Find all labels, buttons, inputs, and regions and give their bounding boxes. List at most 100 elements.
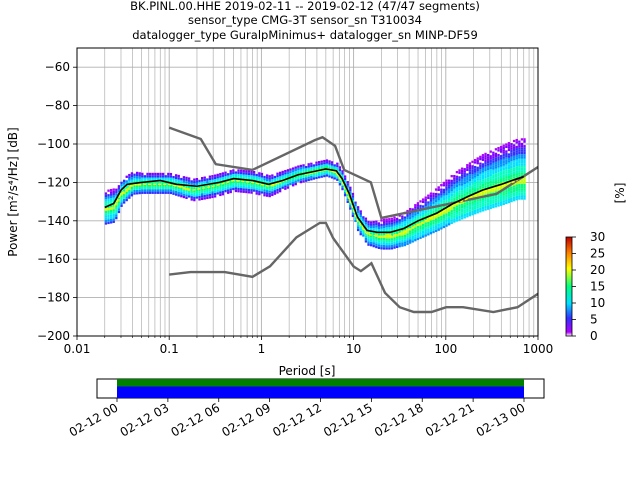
psd-bin: [481, 165, 485, 168]
psd-bin: [492, 176, 495, 179]
psd-bin: [466, 205, 469, 209]
psd-bin: [213, 176, 217, 180]
psd-bin: [385, 236, 388, 239]
psd-bin: [143, 175, 147, 178]
psd-bin: [463, 197, 466, 201]
psd-bin: [505, 159, 508, 163]
psd-bin: [471, 201, 474, 204]
psd-bin: [380, 223, 383, 227]
psd-bin: [520, 197, 524, 200]
psd-bin: [125, 180, 128, 183]
psd-bin: [330, 161, 334, 164]
psd-bin: [523, 140, 526, 143]
psd-bin: [211, 191, 214, 194]
psd-bin: [169, 172, 173, 176]
psd-bin: [515, 173, 518, 176]
psd-bin: [195, 187, 199, 190]
psd-bin: [164, 184, 167, 187]
psd-bin: [255, 183, 258, 186]
psd-bin: [398, 244, 401, 248]
psd-bin: [317, 167, 321, 170]
psd-bin: [419, 211, 422, 214]
psd-bin: [416, 228, 420, 231]
psd-bin: [450, 221, 453, 225]
psd-bin: [510, 193, 513, 196]
psd-bin: [323, 166, 326, 169]
psd-bin: [440, 193, 443, 196]
psd-bin: [481, 154, 485, 157]
psd-bin: [328, 166, 331, 169]
psd-bin: [515, 170, 518, 174]
psd-bin: [193, 187, 196, 190]
psd-bin: [460, 212, 464, 215]
psd-bin: [510, 197, 513, 200]
psd-bin: [406, 216, 409, 220]
psd-bin: [523, 197, 526, 200]
psd-bin: [364, 219, 368, 223]
psd-bin: [523, 190, 526, 193]
psd-bin: [440, 184, 443, 187]
psd-bin: [468, 199, 472, 203]
psd-bin: [265, 178, 269, 182]
psd-bin: [453, 197, 456, 201]
chart-title-line3: datalogger_type GuralpMinimus+ datalogge…: [132, 28, 478, 42]
psd-bin: [174, 190, 178, 194]
psd-bin: [219, 182, 222, 185]
psd-bin: [408, 239, 412, 242]
psd-bin: [286, 174, 290, 177]
psd-bin: [372, 242, 375, 245]
psd-bin: [328, 160, 331, 163]
psd-bin: [440, 206, 443, 210]
psd-bin: [442, 221, 446, 224]
psd-bin: [411, 212, 414, 216]
psd-bin: [492, 167, 495, 170]
y-tick-label: −140: [37, 214, 70, 228]
colorbar-tick-label: 25: [590, 247, 605, 261]
psd-bin: [268, 190, 271, 193]
psd-bin: [224, 176, 227, 179]
psd-bin: [398, 242, 401, 245]
psd-bin: [206, 185, 209, 188]
psd-bin: [486, 198, 490, 201]
psd-bin: [385, 245, 388, 248]
psd-bin: [255, 176, 258, 179]
psd-bin: [499, 150, 503, 153]
psd-bin: [419, 222, 422, 226]
psd-bin: [512, 148, 516, 152]
psd-bin: [489, 169, 492, 172]
psd-bin: [133, 189, 136, 193]
psd-bin: [497, 160, 500, 164]
psd-bin: [424, 234, 427, 237]
timeline-coverage-band: [117, 386, 524, 398]
psd-bin: [289, 170, 292, 174]
psd-bin: [216, 173, 219, 177]
psd-bin: [476, 194, 479, 198]
psd-bin: [429, 211, 433, 214]
psd-bin: [437, 186, 440, 189]
psd-bin: [505, 143, 508, 146]
psd-bin: [466, 191, 469, 195]
psd-bin: [481, 179, 485, 182]
psd-bin: [276, 184, 279, 187]
psd-bin: [434, 199, 438, 203]
psd-bin: [307, 176, 310, 179]
psd-bin: [419, 213, 422, 217]
psd-bin: [203, 190, 206, 193]
psd-bin: [120, 204, 123, 207]
psd-bin: [497, 153, 500, 157]
psd-bin: [463, 204, 466, 208]
psd-bin: [354, 203, 357, 207]
psd-bin: [268, 175, 271, 178]
psd-bin: [434, 222, 438, 226]
psd-bin: [237, 176, 240, 179]
psd-bin: [375, 243, 378, 246]
psd-bin: [393, 232, 396, 235]
psd-bin: [450, 214, 453, 218]
psd-bin: [174, 193, 178, 196]
psd-bin: [489, 204, 492, 207]
psd-bin: [455, 187, 459, 190]
colorbar-tick-label: 15: [590, 280, 605, 294]
psd-bin: [120, 193, 123, 196]
psd-bin: [484, 201, 487, 204]
psd-bin: [463, 190, 466, 194]
